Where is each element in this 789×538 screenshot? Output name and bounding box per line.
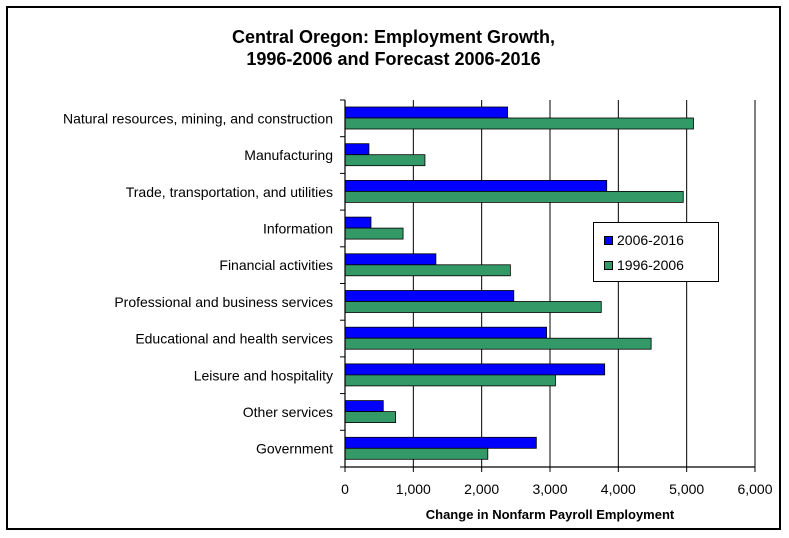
bar-2006-2016-leisure-and-hospitality — [344, 363, 606, 376]
chart-title-line-1: Central Oregon: Employment Growth, — [231, 27, 556, 47]
x-tick-label-2000: 2,000 — [464, 481, 499, 497]
bar-2006-2016-other-services — [344, 400, 384, 413]
category-label-natural-resources-mining-and-construction: Natural resources, mining, and construct… — [63, 110, 333, 126]
bar-1996-2006-professional-and-business-services — [344, 301, 602, 313]
category-label-professional-and-business-services: Professional and business services — [114, 294, 333, 310]
x-axis-title: Change in Nonfarm Payroll Employment — [426, 507, 675, 522]
category-label-leisure-and-hospitality: Leisure and hospitality — [194, 367, 333, 383]
bar-2006-2016-natural-resources-mining-and-construction — [344, 106, 509, 119]
category-label-information: Information — [263, 220, 333, 236]
x-tick-label-3000: 3,000 — [532, 481, 567, 497]
category-label-educational-and-health-services: Educational and health services — [135, 331, 333, 347]
bar-1996-2006-information — [344, 227, 404, 240]
bar-1996-2006-financial-activities — [344, 264, 511, 277]
bar-2006-2016-trade-transportation-and-utilities — [344, 179, 608, 192]
bar-2006-2016-government — [344, 436, 537, 449]
bar-1996-2006-leisure-and-hospitality — [344, 374, 556, 387]
bar-1996-2006-educational-and-health-services — [344, 337, 652, 350]
bar-1996-2006-natural-resources-mining-and-construction — [344, 117, 694, 130]
category-label-manufacturing: Manufacturing — [244, 147, 333, 163]
x-tick-label-5000: 5,000 — [669, 481, 704, 497]
x-tick-label-6000: 6,000 — [737, 481, 772, 497]
category-label-other-services: Other services — [243, 404, 333, 420]
chart-title: Central Oregon: Employment Growth, 1996-… — [6, 26, 781, 70]
bar-2006-2016-information — [344, 216, 372, 229]
bar-2006-2016-professional-and-business-services — [344, 290, 515, 302]
bar-1996-2006-other-services — [344, 411, 396, 424]
legend-swatch-2006-2016 — [604, 235, 613, 245]
legend-swatch-1996-2006 — [604, 260, 613, 270]
legend-item-2006-2016: 2006-2016 — [604, 231, 684, 249]
x-tick-label-4000: 4,000 — [601, 481, 636, 497]
bar-1996-2006-manufacturing — [344, 154, 426, 167]
legend-label-1996-2006: 1996-2006 — [617, 257, 684, 273]
category-label-financial-activities: Financial activities — [219, 257, 333, 273]
bar-2006-2016-manufacturing — [344, 143, 370, 156]
bar-1996-2006-government — [344, 447, 489, 460]
category-label-government: Government — [256, 441, 333, 457]
legend-item-1996-2006: 1996-2006 — [604, 256, 684, 274]
category-label-trade-transportation-and-utilities: Trade, transportation, and utilities — [126, 184, 333, 200]
x-tick-label-0: 0 — [341, 481, 349, 497]
x-tick-label-1000: 1,000 — [396, 481, 431, 497]
chart-title-line-2: 1996-2006 and Forecast 2006-2016 — [246, 49, 541, 69]
chart-legend: 2006-2016 1996-2006 — [593, 222, 719, 282]
legend-label-2006-2016: 2006-2016 — [617, 232, 684, 248]
bar-2006-2016-educational-and-health-services — [344, 326, 547, 339]
bar-1996-2006-trade-transportation-and-utilities — [344, 190, 684, 203]
bar-2006-2016-financial-activities — [344, 253, 437, 266]
